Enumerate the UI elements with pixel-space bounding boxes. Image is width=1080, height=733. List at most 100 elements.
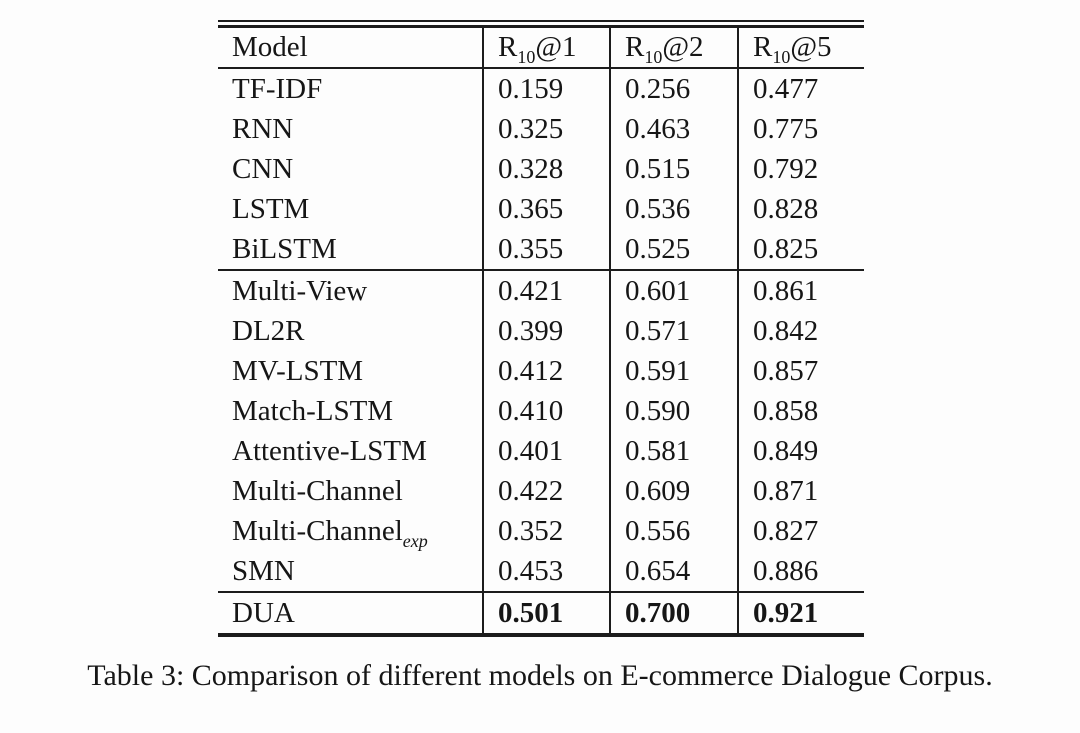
- metric-value-cell: 0.849: [737, 431, 864, 471]
- table-row: TF-IDF 0.159 0.256 0.477: [218, 68, 864, 109]
- metric-value-cell: 0.601: [609, 269, 738, 311]
- model-name-cell: Attentive-LSTM: [218, 431, 483, 471]
- metric-value-cell: 0.792: [737, 149, 864, 189]
- metric-value-cell: 0.556: [609, 511, 738, 551]
- metric-value-cell: 0.501: [482, 591, 610, 635]
- table-top-rule: [218, 20, 864, 22]
- metric-value-cell: 0.609: [609, 471, 738, 511]
- metric-value-cell: 0.828: [737, 189, 864, 229]
- column-header-r10-at-5: R10@5: [737, 26, 864, 69]
- table-row: Multi-Channel 0.422 0.609 0.871: [218, 471, 864, 511]
- column-header-r10-at-2: R10@2: [609, 26, 738, 69]
- model-name: CNN: [232, 152, 294, 185]
- metric-subscript: 10: [517, 46, 536, 67]
- metric-value-cell: 0.159: [482, 68, 610, 109]
- model-name: DUA: [232, 596, 295, 629]
- table-row: DL2R 0.399 0.571 0.842: [218, 311, 864, 351]
- metric-value-cell: 0.581: [609, 431, 738, 471]
- metric-subscript: 10: [772, 46, 791, 67]
- model-name-cell: RNN: [218, 109, 483, 149]
- metric-value-cell: 0.401: [482, 431, 610, 471]
- model-name: BiLSTM: [232, 232, 337, 265]
- model-name: Multi-View: [232, 274, 368, 307]
- model-name: LSTM: [232, 192, 310, 225]
- model-name: Attentive-LSTM: [232, 434, 427, 467]
- metric-value-cell: 0.536: [609, 189, 738, 229]
- table-row: Multi-View 0.421 0.601 0.861: [218, 269, 864, 311]
- metric-value-cell: 0.700: [609, 591, 738, 635]
- results-table-figure: Model R10@1 R10@2 R10@5 TF-IDF 0.159 0.2…: [218, 20, 864, 637]
- metric-at: @5: [790, 31, 832, 63]
- metric-value-cell: 0.355: [482, 229, 610, 270]
- model-name: Multi-Channel: [232, 474, 403, 507]
- metric-value-cell: 0.421: [482, 269, 610, 311]
- table-row: Multi-Channelexp 0.352 0.556 0.827: [218, 511, 864, 551]
- metric-value-cell: 0.399: [482, 311, 610, 351]
- metric-at: @2: [662, 31, 704, 63]
- model-name-cell: CNN: [218, 149, 483, 189]
- model-name: TF-IDF: [232, 72, 323, 105]
- metric-value-cell: 0.365: [482, 189, 610, 229]
- column-header-r10-at-1: R10@1: [482, 26, 610, 69]
- metric-value-cell: 0.861: [737, 269, 864, 311]
- metric-value-cell: 0.858: [737, 391, 864, 431]
- table-header-row: Model R10@1 R10@2 R10@5: [218, 26, 864, 69]
- metric-value-cell: 0.328: [482, 149, 610, 189]
- model-name-cell: DUA: [218, 591, 483, 635]
- table-row: MV-LSTM 0.412 0.591 0.857: [218, 351, 864, 391]
- table-body: TF-IDF 0.159 0.256 0.477 RNN 0.325 0.463…: [218, 68, 864, 635]
- model-name-cell: Multi-Channelexp: [218, 511, 483, 551]
- metric-value-cell: 0.654: [609, 551, 738, 592]
- model-name: SMN: [232, 554, 295, 587]
- table-row: RNN 0.325 0.463 0.775: [218, 109, 864, 149]
- metric-value-cell: 0.827: [737, 511, 864, 551]
- metric-at: @1: [535, 31, 577, 63]
- model-name: Multi-Channel: [232, 514, 403, 547]
- metric-value-cell: 0.352: [482, 511, 610, 551]
- metric-value-cell: 0.591: [609, 351, 738, 391]
- metric-value-cell: 0.886: [737, 551, 864, 592]
- metric-value-cell: 0.590: [609, 391, 738, 431]
- model-name: RNN: [232, 112, 294, 145]
- model-name-cell: TF-IDF: [218, 68, 483, 109]
- results-table: Model R10@1 R10@2 R10@5 TF-IDF 0.159 0.2…: [218, 25, 864, 637]
- model-name-cell: Multi-Channel: [218, 471, 483, 511]
- column-header-model: Model: [218, 26, 483, 69]
- table-row: DUA 0.501 0.700 0.921: [218, 591, 864, 635]
- model-name-subscript: exp: [402, 530, 428, 551]
- metric-value-cell: 0.412: [482, 351, 610, 391]
- table-row: Attentive-LSTM 0.401 0.581 0.849: [218, 431, 864, 471]
- metric-value-cell: 0.525: [609, 229, 738, 270]
- model-name-cell: DL2R: [218, 311, 483, 351]
- model-name: MV-LSTM: [232, 354, 364, 387]
- table-row: LSTM 0.365 0.536 0.828: [218, 189, 864, 229]
- metric-value-cell: 0.571: [609, 311, 738, 351]
- metric-value-cell: 0.325: [482, 109, 610, 149]
- table-caption: Table 3: Comparison of different models …: [87, 659, 993, 692]
- model-name-cell: BiLSTM: [218, 229, 483, 270]
- table-row: Match-LSTM 0.410 0.590 0.858: [218, 391, 864, 431]
- model-name: Match-LSTM: [232, 394, 394, 427]
- table-row: CNN 0.328 0.515 0.792: [218, 149, 864, 189]
- metric-value-cell: 0.422: [482, 471, 610, 511]
- model-name-cell: Multi-View: [218, 269, 483, 311]
- table-row: BiLSTM 0.355 0.525 0.825: [218, 229, 864, 270]
- metric-subscript: 10: [644, 46, 663, 67]
- model-name-cell: SMN: [218, 551, 483, 592]
- model-name: DL2R: [232, 314, 305, 347]
- metric-value-cell: 0.410: [482, 391, 610, 431]
- model-name-cell: LSTM: [218, 189, 483, 229]
- metric-value-cell: 0.842: [737, 311, 864, 351]
- metric-value-cell: 0.775: [737, 109, 864, 149]
- metric-value-cell: 0.857: [737, 351, 864, 391]
- metric-base: R: [753, 31, 773, 63]
- metric-value-cell: 0.256: [609, 68, 738, 109]
- metric-value-cell: 0.477: [737, 68, 864, 109]
- metric-base: R: [625, 31, 645, 63]
- metric-value-cell: 0.453: [482, 551, 610, 592]
- metric-value-cell: 0.515: [609, 149, 738, 189]
- metric-value-cell: 0.921: [737, 591, 864, 635]
- model-name-cell: Match-LSTM: [218, 391, 483, 431]
- metric-value-cell: 0.825: [737, 229, 864, 270]
